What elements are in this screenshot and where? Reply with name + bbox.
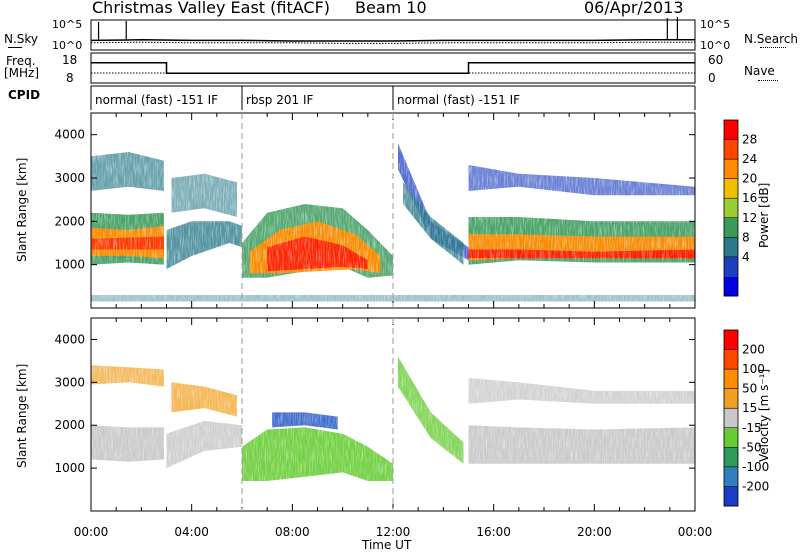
beam-label: Beam 10	[355, 0, 427, 17]
power-colorbar-label: Power [dB]	[757, 183, 771, 248]
station-title: Christmas Valley East (fitACF)	[92, 0, 331, 17]
colorbar-swatch	[724, 276, 738, 297]
frequency-frame	[90, 52, 696, 84]
cpid-label: CPID	[8, 88, 41, 102]
cpid-panel: normal (fast) -151 IF rbsp 201 IF normal (…	[90, 85, 696, 110]
nsearch-legend-line	[760, 47, 786, 48]
colorbar-tick-label: 20	[742, 172, 757, 186]
ytick-label: 4000	[54, 128, 85, 142]
nsky-legend-line	[8, 47, 22, 48]
nave-label: Nave	[744, 64, 775, 78]
noise-ytick-top-left: 10^5	[52, 18, 82, 31]
ytick-label: 1000	[54, 258, 85, 272]
colorbar-swatch	[724, 369, 738, 390]
colorbar-tick-label: 200	[742, 343, 765, 357]
xtick-label: 20:00	[577, 525, 612, 539]
colorbar-swatch	[724, 486, 738, 507]
nave-ytick-bot: 0	[708, 71, 716, 85]
colorbar-swatch	[724, 427, 738, 448]
colorbar-swatch	[724, 217, 738, 238]
ytick-label: 3000	[54, 171, 85, 185]
nsearch-series	[90, 41, 695, 44]
noise-panel	[90, 17, 696, 51]
velocity-ylabel: Slant Range [km]	[15, 364, 29, 468]
freq-ytick-top: 18	[62, 53, 77, 67]
cpid-segment-label: rbsp 201 IF	[246, 93, 313, 107]
colorbar-frame	[723, 329, 739, 507]
xtick-label: 00:00	[678, 525, 713, 539]
colorbar-swatch	[724, 256, 738, 277]
nsearch-label: N.Search	[744, 32, 799, 46]
xtick-label: 00:00	[74, 525, 109, 539]
colorbar-tick-label: 24	[742, 152, 757, 166]
xtick-label: 04:00	[174, 525, 209, 539]
power-ylabel: Slant Range [km]	[15, 158, 29, 262]
colorbar-tick-label: 28	[742, 133, 757, 147]
colorbar-swatch	[724, 120, 738, 141]
noise-ytick-top-right: 10^5	[700, 18, 730, 31]
ytick-label: 2000	[54, 418, 85, 432]
colorbar-tick-label: 50	[742, 382, 757, 396]
freq-ytick-bot: 8	[66, 71, 74, 85]
colorbar-tick-label: -50	[742, 440, 762, 454]
cpid-segment-label: normal (fast) -151 IF	[95, 93, 218, 107]
colorbar-tick-label: 12	[742, 211, 757, 225]
colorbar-frame	[723, 119, 739, 297]
colorbar-swatch	[724, 466, 738, 487]
freq-label-2: [MHz]	[4, 66, 40, 80]
ytick-label: 2000	[54, 214, 85, 228]
colorbar-swatch	[724, 408, 738, 429]
velocity-panel: 1000 2000 3000 4000	[54, 317, 696, 512]
noise-ytick-bot-right: 10^0	[700, 39, 730, 52]
nsky-series	[90, 39, 695, 42]
date-label: 06/Apr/2013	[584, 0, 684, 17]
colorbar-tick-label: 15	[742, 401, 757, 415]
nsky-label: N.Sky	[4, 32, 39, 46]
frequency-series	[91, 62, 695, 74]
xtick-label: 08:00	[275, 525, 310, 539]
xtick-label: 12:00	[376, 525, 411, 539]
cpid-segment-label: normal (fast) -151 IF	[397, 93, 520, 107]
freq-label-1: Freq.	[6, 54, 36, 68]
ytick-label: 1000	[54, 461, 85, 475]
colorbar-tick-label: 100	[742, 362, 765, 376]
colorbar-swatch	[724, 237, 738, 258]
colorbar-swatch	[724, 388, 738, 409]
noise-ytick-bot-left: 10^0	[52, 39, 82, 52]
colorbar-swatch	[724, 349, 738, 370]
velocity-colorbar: 200 100 50 15 -15 -50 -100 -200	[723, 329, 769, 507]
nave-ytick-top: 60	[708, 53, 723, 67]
power-panel: 1000 2000 3000 4000	[54, 112, 696, 309]
colorbar-tick-label: 4	[742, 250, 750, 264]
colorbar-tick-label: -200	[742, 479, 769, 493]
colorbar-tick-label: -15	[742, 421, 762, 435]
xlabel: Time UT	[361, 538, 412, 552]
xtick-label: 16:00	[476, 525, 511, 539]
colorbar-swatch	[724, 159, 738, 180]
colorbar-swatch	[724, 447, 738, 468]
colorbar-tick-label: 8	[742, 230, 750, 244]
ytick-label: 3000	[54, 375, 85, 389]
nave-legend-line	[758, 80, 778, 81]
colorbar-swatch	[724, 178, 738, 199]
frequency-panel	[90, 52, 696, 84]
colorbar-swatch	[724, 139, 738, 160]
colorbar-swatch	[724, 198, 738, 219]
colorbar-tick-label: -100	[742, 460, 769, 474]
ytick-label: 4000	[54, 332, 85, 346]
velocity-colorbar-label: Velocity [m s⁻¹]	[757, 369, 771, 462]
noise-frame	[90, 19, 696, 51]
colorbar-tick-label: 16	[742, 191, 757, 205]
colorbar-swatch	[724, 330, 738, 351]
power-colorbar: 28 24 20 16 12 8 4	[723, 119, 757, 297]
